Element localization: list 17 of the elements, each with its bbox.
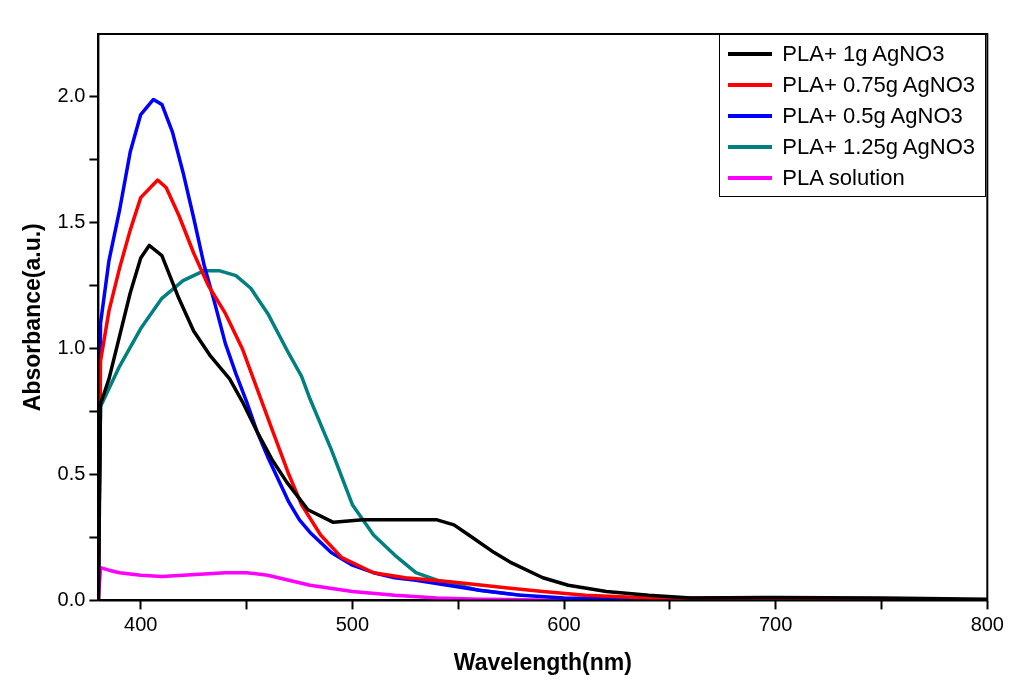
legend-label: PLA solution (782, 164, 905, 191)
y-tick-label: 1.5 (57, 210, 86, 233)
x-tick-label: 600 (547, 612, 581, 635)
y-tick-label: 1.0 (57, 336, 86, 359)
legend-label: PLA+ 1.25g AgNO3 (782, 133, 975, 160)
legend-label: PLA+ 1g AgNO3 (782, 40, 945, 67)
legend-label: PLA+ 0.75g AgNO3 (782, 71, 975, 98)
x-tick-label: 800 (970, 612, 1004, 635)
legend-label: PLA+ 0.5g AgNO3 (782, 102, 963, 129)
x-axis-title: Wavelength(nm) (453, 648, 632, 675)
x-tick-label: 700 (758, 612, 793, 635)
y-tick-label: 0.0 (57, 587, 86, 610)
y-tick-label: 2.0 (57, 84, 86, 107)
y-tick-label: 0.5 (57, 462, 86, 485)
x-tick-label: 500 (335, 612, 370, 635)
x-tick-label: 400 (124, 612, 158, 635)
y-axis-title: Absorbance(a.u.) (19, 223, 46, 412)
